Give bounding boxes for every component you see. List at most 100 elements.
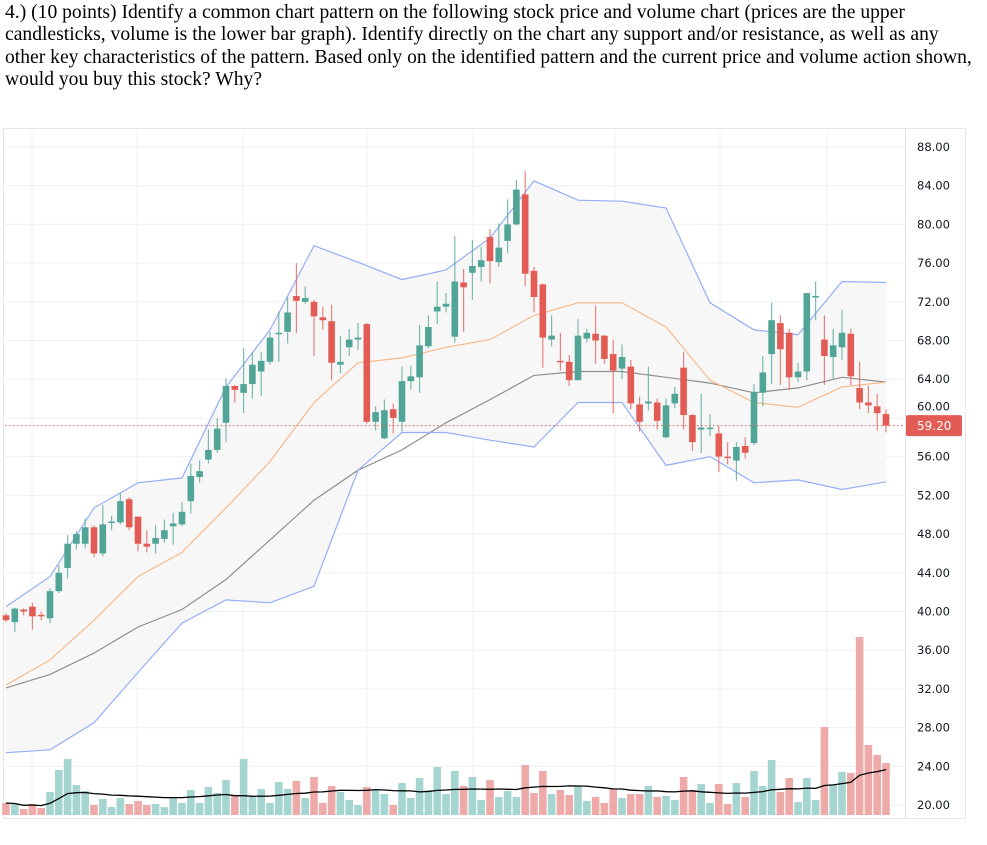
volume-bar	[292, 781, 301, 815]
candlestick	[266, 331, 274, 365]
candle-body	[337, 361, 344, 365]
volume-bar	[477, 800, 485, 815]
bollinger-fill	[6, 180, 886, 753]
candlestick	[407, 365, 415, 390]
candlestick	[11, 607, 19, 632]
volume-bar	[679, 777, 688, 815]
volume-bar	[776, 792, 785, 815]
volume-bar	[231, 795, 239, 815]
candlestick	[363, 323, 371, 424]
candle-body	[301, 297, 309, 302]
candle-body	[345, 339, 353, 348]
volume-bar	[486, 780, 494, 815]
candle-body	[750, 391, 758, 444]
y-tick-label: 84.00	[917, 179, 950, 193]
volume-bar	[468, 777, 477, 815]
candle-body	[785, 332, 793, 378]
candle-body	[680, 367, 687, 416]
candle-body	[90, 527, 98, 554]
candlestick	[829, 328, 837, 380]
candle-body	[486, 236, 494, 262]
candle-body	[73, 534, 80, 544]
candle-body	[513, 189, 520, 225]
candlestick	[389, 403, 397, 434]
candle-body	[803, 293, 811, 372]
volume-bar	[11, 804, 19, 815]
candlestick	[838, 309, 846, 360]
volume-bar	[811, 800, 820, 815]
candle-body	[249, 364, 256, 385]
candle-body	[108, 521, 115, 523]
volume-bar	[301, 798, 309, 815]
candlestick	[662, 398, 670, 439]
volume-bar	[354, 805, 362, 815]
candle-body	[724, 456, 731, 459]
candlestick	[337, 335, 344, 374]
volume-bar	[72, 785, 81, 815]
volume-bar	[424, 790, 433, 815]
candlestick	[477, 246, 485, 282]
candle-body	[354, 337, 362, 340]
candlestick	[310, 299, 318, 357]
volume-bar	[715, 784, 723, 815]
volume-bar	[855, 637, 864, 815]
candle-body	[530, 270, 538, 297]
volume-bar	[442, 794, 450, 815]
candle-body	[829, 345, 837, 357]
volume-bar	[81, 791, 89, 815]
candle-body	[240, 384, 247, 393]
candlestick	[504, 199, 511, 254]
candle-body	[768, 320, 775, 355]
candlestick	[196, 460, 203, 483]
volume-bar	[336, 792, 345, 815]
volume-bar	[574, 786, 582, 815]
candle-body	[794, 371, 802, 378]
candle-body	[284, 312, 291, 332]
volume-bar	[257, 789, 265, 815]
candlestick	[442, 293, 450, 313]
y-tick-label: 80.00	[917, 217, 950, 231]
candle-body	[161, 530, 168, 539]
chart-frame	[3, 128, 966, 819]
volume-bar	[90, 805, 98, 815]
volume-bar	[653, 797, 661, 815]
volume-bar	[547, 794, 556, 815]
volume-bar	[266, 803, 274, 815]
candle-body	[592, 333, 599, 341]
volume-bar	[539, 771, 547, 815]
volume-bar	[521, 765, 529, 815]
candlestick	[873, 393, 881, 431]
candlestick	[64, 535, 71, 579]
volume-bar	[178, 803, 186, 815]
price-axis[interactable]: 88.00 84.00 80.00 76.00 72.00 68.00 64.00 60.00…	[917, 140, 950, 812]
candlestick	[29, 602, 36, 630]
candlestick	[372, 406, 379, 431]
volume-bar	[37, 808, 45, 815]
volume-bar	[882, 763, 890, 815]
bollinger-lower-line	[5, 401, 887, 754]
candlestick	[856, 361, 863, 410]
candle-body	[495, 247, 503, 263]
volume-bar	[565, 795, 573, 815]
candlestick	[416, 325, 423, 393]
candlestick	[108, 515, 115, 531]
volume-bar	[99, 799, 107, 815]
candle-body	[81, 527, 89, 544]
candle-body	[557, 360, 564, 363]
volume-bar	[310, 777, 318, 815]
candle-body	[442, 303, 450, 307]
candlestick	[2, 613, 10, 623]
candle-body	[381, 410, 388, 439]
y-tick-label: 28.00	[917, 721, 950, 735]
candle-body	[363, 324, 371, 422]
candlestick	[249, 352, 256, 399]
candlestick	[257, 352, 265, 396]
volume-bar	[319, 803, 327, 815]
candle-body	[310, 301, 318, 317]
candle-body	[425, 326, 432, 347]
volume-bar	[363, 787, 371, 815]
candlestick	[574, 319, 582, 381]
candlestick	[134, 516, 142, 552]
candle-body	[205, 449, 212, 460]
volume-bar	[785, 778, 793, 815]
